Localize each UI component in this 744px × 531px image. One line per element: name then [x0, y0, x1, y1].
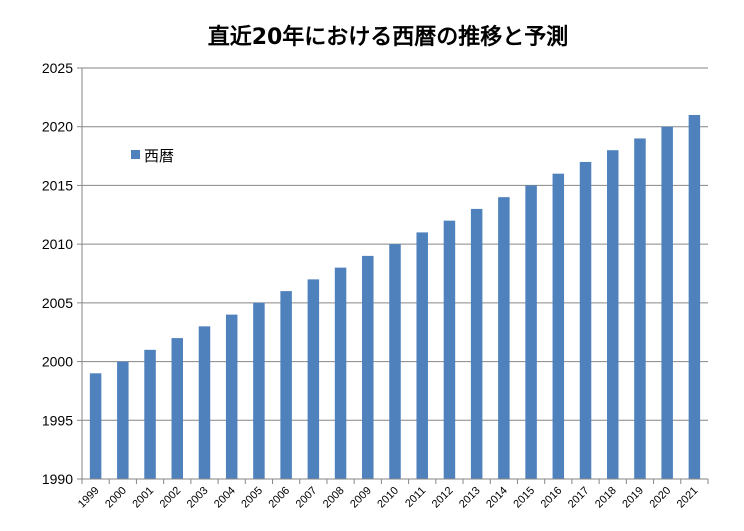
bar-2000: [117, 361, 129, 479]
bar-2014: [498, 197, 510, 479]
x-tick-label: 2002: [158, 485, 184, 511]
x-tick-label: 2009: [348, 485, 374, 511]
bar-2002: [171, 338, 184, 479]
legend: 西暦: [131, 147, 174, 165]
x-tick-label: 2019: [620, 485, 646, 511]
bar-1999: [89, 373, 102, 479]
bar-2015: [525, 185, 537, 479]
x-tick-label: 2006: [266, 485, 292, 511]
bar-2007: [307, 279, 320, 479]
bar-2013: [470, 208, 483, 479]
x-tick-label: 2017: [566, 485, 592, 511]
bar-2001: [144, 349, 156, 479]
legend-label: 西暦: [144, 147, 174, 165]
y-tick-label: 2000: [42, 354, 73, 370]
bar-2009: [362, 255, 374, 479]
bar-2019: [634, 138, 646, 479]
x-tick-label: 2003: [185, 485, 211, 511]
bar-2006: [280, 291, 292, 479]
y-tick-label: 2010: [42, 236, 73, 252]
x-tick-label: 2000: [103, 485, 129, 511]
bar-2005: [253, 302, 265, 479]
x-tick-label: 2014: [484, 485, 510, 511]
x-tick-label: 2010: [375, 485, 401, 511]
bar-2003: [198, 326, 211, 479]
x-tick-label: 2015: [511, 485, 537, 511]
y-tick-label: 1990: [42, 471, 73, 487]
chart-title: 直近20年における西暦の推移と予測: [208, 24, 569, 50]
bar-2012: [443, 220, 456, 479]
y-tick-label: 2020: [42, 119, 73, 135]
bar-2020: [661, 126, 673, 479]
bar-2008: [334, 267, 347, 479]
x-tick-label: 2001: [130, 485, 156, 511]
y-tick-label: 2025: [42, 60, 73, 76]
bar-2021: [688, 114, 701, 479]
x-tick-label: 1999: [76, 485, 102, 511]
bar-2011: [416, 232, 428, 479]
legend-swatch: [131, 150, 140, 159]
x-tick-label: 2021: [675, 485, 701, 511]
x-tick-label: 2013: [457, 485, 483, 511]
x-tick-label: 2008: [321, 485, 347, 511]
bar-2018: [606, 150, 619, 479]
x-tick-label: 2018: [593, 485, 619, 511]
y-tick-label: 2015: [42, 177, 73, 193]
bar-2017: [579, 161, 592, 479]
x-tick-label: 2007: [294, 485, 320, 511]
x-tick-label: 2004: [212, 485, 238, 511]
x-tick-label: 2012: [430, 485, 456, 511]
bar-2010: [389, 244, 401, 479]
bar-2004: [225, 314, 238, 479]
y-tick-label: 2005: [42, 295, 73, 311]
x-tick-label: 2011: [403, 485, 428, 510]
x-tick-label: 2005: [239, 485, 265, 511]
y-tick-label: 1995: [42, 412, 73, 428]
x-tick-label: 2020: [647, 485, 673, 511]
x-tick-label: 2016: [539, 485, 565, 511]
bar-2016: [552, 173, 565, 479]
